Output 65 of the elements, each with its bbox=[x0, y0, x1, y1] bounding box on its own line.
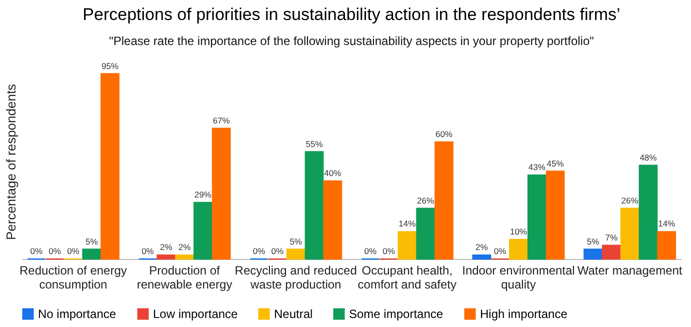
data-label: 43% bbox=[528, 162, 546, 172]
bar bbox=[175, 254, 194, 260]
bar bbox=[472, 254, 492, 260]
data-label: 29% bbox=[194, 189, 212, 200]
data-label: 26% bbox=[417, 195, 435, 206]
x-tick-label: Production of renewable energy bbox=[136, 264, 232, 292]
data-label: 14% bbox=[398, 218, 416, 229]
data-label: 2% bbox=[160, 242, 173, 252]
bar bbox=[527, 174, 546, 260]
bar bbox=[546, 170, 565, 260]
data-label: 5% bbox=[586, 236, 600, 246]
bar bbox=[657, 231, 676, 260]
data-label: 5% bbox=[85, 236, 98, 246]
legend-label: Low importance bbox=[153, 307, 238, 321]
chart-title: Perceptions of priorities in sustainability action in the respondents firms’ bbox=[82, 4, 620, 24]
bar bbox=[323, 180, 342, 260]
bar bbox=[100, 73, 120, 260]
data-label: 0% bbox=[382, 246, 396, 256]
data-label: 45% bbox=[546, 158, 564, 168]
data-label: 0% bbox=[30, 246, 43, 256]
data-label: 0% bbox=[364, 246, 377, 256]
bar bbox=[638, 164, 658, 260]
legend-label: No importance bbox=[38, 307, 116, 321]
data-label: 5% bbox=[290, 236, 302, 246]
data-label: 26% bbox=[621, 195, 639, 206]
bar bbox=[584, 248, 602, 260]
data-label: 2% bbox=[476, 242, 488, 252]
data-label: 55% bbox=[306, 138, 324, 149]
data-label: 14% bbox=[658, 218, 676, 229]
data-label: 60% bbox=[435, 129, 453, 139]
data-label: 0% bbox=[142, 246, 154, 256]
data-label: 0% bbox=[252, 246, 266, 256]
x-tick-label: Water management bbox=[577, 264, 683, 278]
data-label: 10% bbox=[510, 226, 528, 236]
x-tick-label: Recycling and reduced waste production bbox=[234, 264, 357, 292]
x-tick-label: Reduction of energy consumption bbox=[20, 264, 127, 292]
chart-subtitle: "Please rate the importance of the following sustainability aspects in your property portfolio" bbox=[109, 34, 594, 48]
bar bbox=[82, 248, 102, 260]
legend-label: Some importance bbox=[349, 307, 444, 321]
bar bbox=[602, 244, 621, 260]
x-tick-label: Indoor environmental quality bbox=[462, 264, 575, 292]
y-axis-title: Percentage of respondents bbox=[4, 83, 18, 240]
data-label: 2% bbox=[178, 242, 192, 252]
bar bbox=[416, 208, 435, 260]
bar bbox=[286, 248, 306, 260]
data-label: 95% bbox=[102, 60, 119, 71]
data-label: 0% bbox=[271, 246, 284, 256]
bar bbox=[398, 231, 417, 260]
bar bbox=[156, 254, 176, 260]
data-label: 0% bbox=[494, 246, 507, 256]
bar bbox=[434, 141, 454, 260]
bar bbox=[193, 202, 212, 260]
data-label: 0% bbox=[48, 246, 62, 256]
data-label: 7% bbox=[605, 232, 618, 242]
data-label: 0% bbox=[67, 246, 80, 256]
bar bbox=[620, 208, 640, 260]
legend-label: Neutral bbox=[274, 307, 313, 321]
legend-label: High importance bbox=[480, 307, 568, 321]
bar bbox=[304, 151, 324, 260]
x-tick-label: Occupant health, comfort and safety bbox=[358, 264, 457, 292]
data-label: 48% bbox=[640, 152, 658, 162]
bar bbox=[509, 238, 528, 260]
bar bbox=[212, 128, 231, 260]
data-label: 67% bbox=[212, 115, 230, 126]
data-label: 40% bbox=[324, 168, 342, 178]
